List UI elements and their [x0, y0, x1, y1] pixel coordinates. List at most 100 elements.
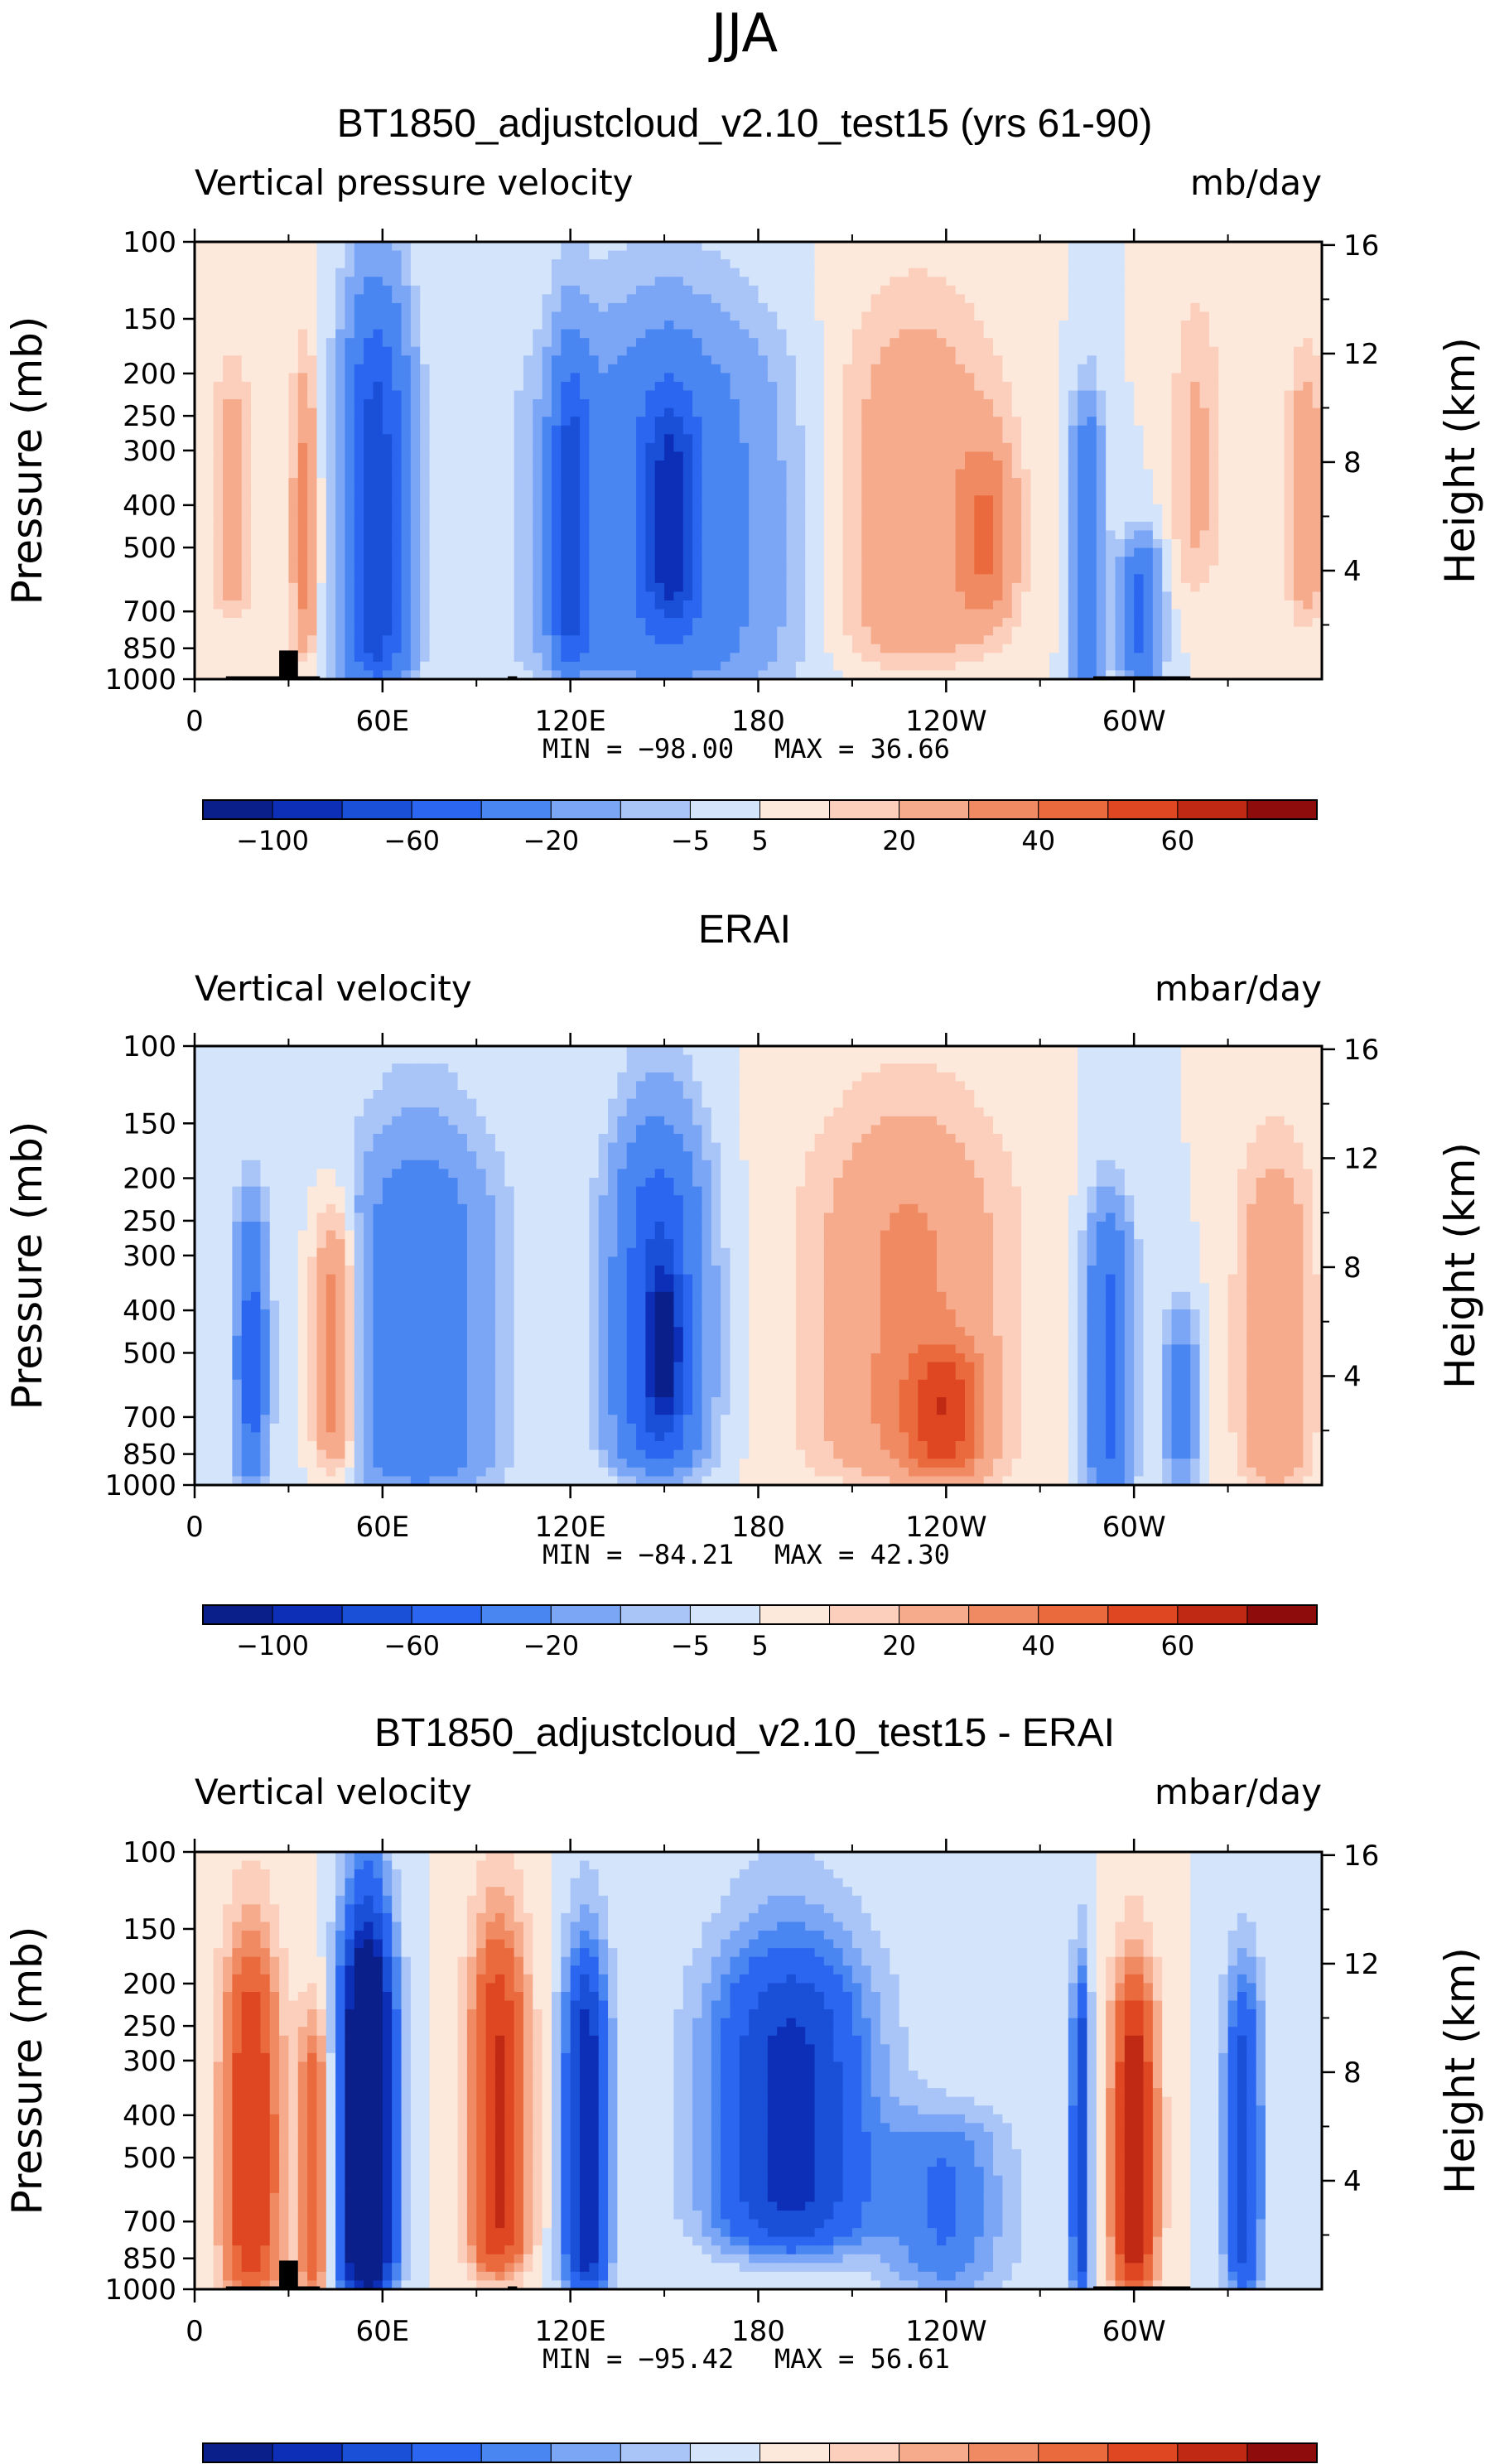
- heatmap-cell: [1275, 425, 1285, 435]
- heatmap-cell: [392, 399, 403, 409]
- heatmap-cell: [645, 294, 656, 304]
- heatmap-cell: [260, 242, 271, 252]
- heatmap-cell: [345, 460, 355, 470]
- heatmap-cell: [494, 582, 505, 592]
- heatmap-cell: [1068, 399, 1078, 409]
- heatmap-cell: [636, 478, 646, 488]
- heatmap-cell: [692, 373, 703, 383]
- heatmap-cell: [448, 513, 459, 523]
- heatmap-cell: [1134, 451, 1145, 461]
- heatmap-cell: [345, 574, 355, 584]
- heatmap-cell: [842, 285, 853, 295]
- heatmap-cell: [1011, 565, 1022, 575]
- heatmap-cell: [1021, 338, 1032, 348]
- heatmap-cell: [777, 259, 788, 269]
- heatmap-cell: [401, 460, 412, 470]
- heatmap-cell: [673, 329, 684, 339]
- heatmap-cell: [485, 504, 496, 514]
- heatmap-cell: [908, 425, 919, 435]
- heatmap-cell: [382, 242, 393, 252]
- heatmap-cell: [823, 417, 834, 427]
- heatmap-cell: [664, 242, 675, 252]
- heatmap-cell: [786, 329, 797, 339]
- heatmap-cell: [213, 364, 224, 374]
- heatmap-cell: [993, 321, 1003, 330]
- heatmap-cell: [918, 346, 928, 356]
- heatmap-cell: [908, 574, 919, 584]
- heatmap-cell: [993, 355, 1003, 365]
- heatmap-cell: [927, 530, 938, 540]
- heatmap-cell: [1058, 574, 1069, 584]
- heatmap-cell: [702, 407, 712, 417]
- heatmap-cell: [983, 547, 994, 557]
- heatmap-cell: [392, 504, 403, 514]
- heatmap-cell: [1284, 582, 1295, 592]
- heatmap-cell: [316, 311, 327, 321]
- heatmap-cell: [354, 338, 364, 348]
- heatmap-cell: [1190, 469, 1201, 479]
- heatmap-cell: [1275, 513, 1285, 523]
- heatmap-cell: [504, 547, 515, 557]
- heatmap-cell: [795, 442, 806, 453]
- heatmap-cell: [297, 250, 308, 260]
- heatmap-cell: [241, 268, 252, 277]
- heatmap-cell: [195, 417, 205, 427]
- heatmap-cell: [533, 486, 543, 496]
- heatmap-cell: [297, 600, 308, 610]
- heatmap-cell: [636, 338, 646, 348]
- heatmap-cell: [645, 547, 656, 557]
- heatmap-cell: [654, 442, 665, 453]
- heatmap-cell: [1143, 329, 1154, 339]
- heatmap-cell: [523, 329, 533, 339]
- heatmap-cell: [777, 390, 788, 400]
- heatmap-cell: [946, 364, 957, 374]
- heatmap-cell: [251, 557, 261, 567]
- heatmap-cell: [1021, 381, 1032, 392]
- heatmap-cell: [692, 442, 703, 453]
- heatmap-cell: [364, 434, 374, 444]
- heatmap-cell: [814, 600, 825, 610]
- heatmap-cell: [739, 513, 750, 523]
- heatmap-cell: [1134, 321, 1145, 330]
- heatmap-cell: [805, 591, 816, 601]
- heatmap-cell: [1143, 364, 1154, 374]
- heatmap-cell: [1049, 460, 1060, 470]
- heatmap-cell: [457, 530, 468, 540]
- heatmap-cell: [645, 574, 656, 584]
- heatmap-cell: [1021, 259, 1032, 269]
- heatmap-cell: [608, 557, 618, 567]
- heatmap-cell: [392, 600, 403, 610]
- heatmap-cell: [1143, 460, 1154, 470]
- heatmap-cell: [325, 381, 336, 392]
- heatmap-cell: [983, 250, 994, 260]
- heatmap-cell: [251, 346, 261, 356]
- heatmap-cell: [485, 355, 496, 365]
- heatmap-cell: [260, 486, 271, 496]
- heatmap-cell: [617, 399, 628, 409]
- heatmap-cell: [213, 600, 224, 610]
- heatmap-cell: [833, 486, 844, 496]
- heatmap-cell: [795, 434, 806, 444]
- heatmap-cell: [533, 294, 543, 304]
- heatmap-cell: [269, 346, 280, 356]
- heatmap-cell: [1011, 460, 1022, 470]
- heatmap-cell: [260, 390, 271, 400]
- heatmap-cell: [861, 294, 872, 304]
- heatmap-cell: [918, 242, 928, 252]
- heatmap-cell: [1096, 399, 1107, 409]
- heatmap-cell: [1115, 521, 1126, 532]
- heatmap-cell: [1087, 364, 1097, 374]
- heatmap-cell: [1021, 250, 1032, 260]
- heatmap-cell: [758, 565, 769, 575]
- heatmap-cell: [485, 557, 496, 567]
- heatmap-cell: [805, 321, 816, 330]
- heatmap-cell: [758, 539, 769, 549]
- heatmap-cell: [1256, 373, 1266, 383]
- heatmap-cell: [260, 451, 271, 461]
- heatmap-cell: [1190, 521, 1201, 532]
- heatmap-cell: [805, 530, 816, 540]
- heatmap-cell: [692, 539, 703, 549]
- heatmap-cell: [654, 390, 665, 400]
- heatmap-cell: [316, 285, 327, 295]
- heatmap-cell: [1171, 373, 1182, 383]
